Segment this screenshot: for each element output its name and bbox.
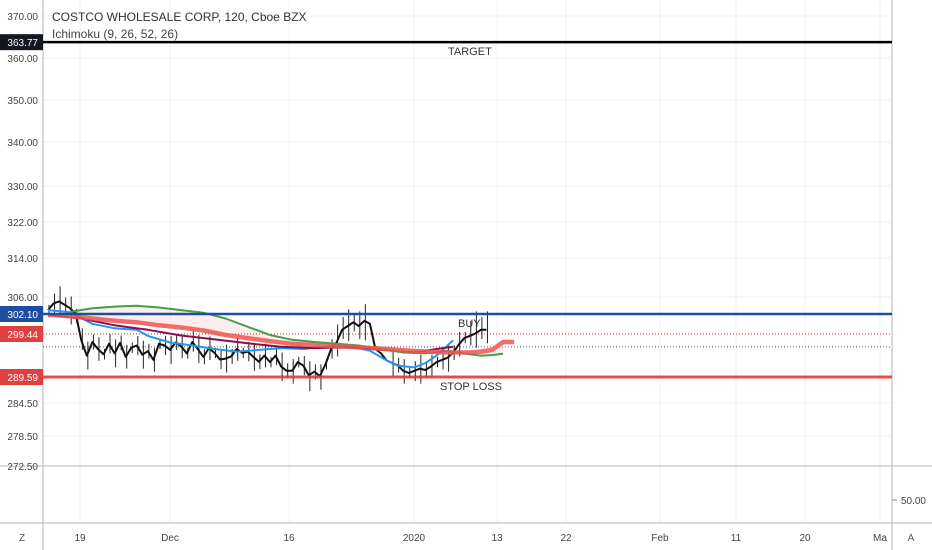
price-tick-label: 306.00 xyxy=(7,293,38,304)
zoom-button[interactable]: Z xyxy=(19,533,25,544)
series-senkou_b-line xyxy=(47,312,515,355)
price-tag-bg xyxy=(0,306,43,322)
auto-scale-button[interactable]: A xyxy=(908,533,915,544)
indicator-tick-label: 50.00 xyxy=(901,496,926,507)
time-tick-label: 22 xyxy=(560,533,572,544)
price-tick-label: 284.50 xyxy=(7,399,38,410)
level-stop-loss-label: STOP LOSS xyxy=(440,381,502,393)
time-tick-label: Dec xyxy=(161,533,179,544)
price-tag-label: 299.44 xyxy=(7,330,38,341)
price-tick-label: 272.50 xyxy=(7,462,38,473)
time-tick-label: 13 xyxy=(491,533,503,544)
price-tick-label: 322.00 xyxy=(7,218,38,229)
series-tenkan-line xyxy=(47,309,454,369)
time-tick-label: 16 xyxy=(283,533,295,544)
price-tag-bg xyxy=(0,34,43,51)
price-tick-label: 278.50 xyxy=(7,432,38,443)
price-tick-label: 314.00 xyxy=(7,254,38,265)
price-tick-label: 360.00 xyxy=(7,54,38,65)
time-tick-label: 20 xyxy=(799,533,811,544)
price-tag-bg xyxy=(0,369,43,385)
time-tick-label: 19 xyxy=(74,533,86,544)
time-tick-label: Ma xyxy=(873,533,887,544)
price-tag-label: 302.10 xyxy=(7,310,38,321)
ichimoku-cloud xyxy=(70,305,504,356)
price-tag-bg xyxy=(0,326,43,342)
price-tick-label: 370.00 xyxy=(7,12,38,23)
time-tick-label: 11 xyxy=(731,533,742,544)
symbol-legend[interactable]: COSTCO WHOLESALE CORP, 120, Cboe BZX xyxy=(52,10,307,24)
time-tick-label: 2020 xyxy=(403,533,426,544)
level-buy-label: BUY xyxy=(458,318,481,330)
series-price-line xyxy=(47,300,487,378)
price-tick-label: 340.00 xyxy=(7,138,38,149)
price-tag-label: 363.77 xyxy=(7,38,38,49)
price-tick-label: 330.00 xyxy=(7,182,38,193)
time-tick-label: Feb xyxy=(651,533,669,544)
indicator-legend[interactable]: Ichimoku (9, 26, 52, 26) xyxy=(52,27,179,41)
price-tag-label: 289.59 xyxy=(7,373,38,384)
price-tick-label: 350.00 xyxy=(7,96,38,107)
level-target-label: TARGET xyxy=(448,46,492,58)
